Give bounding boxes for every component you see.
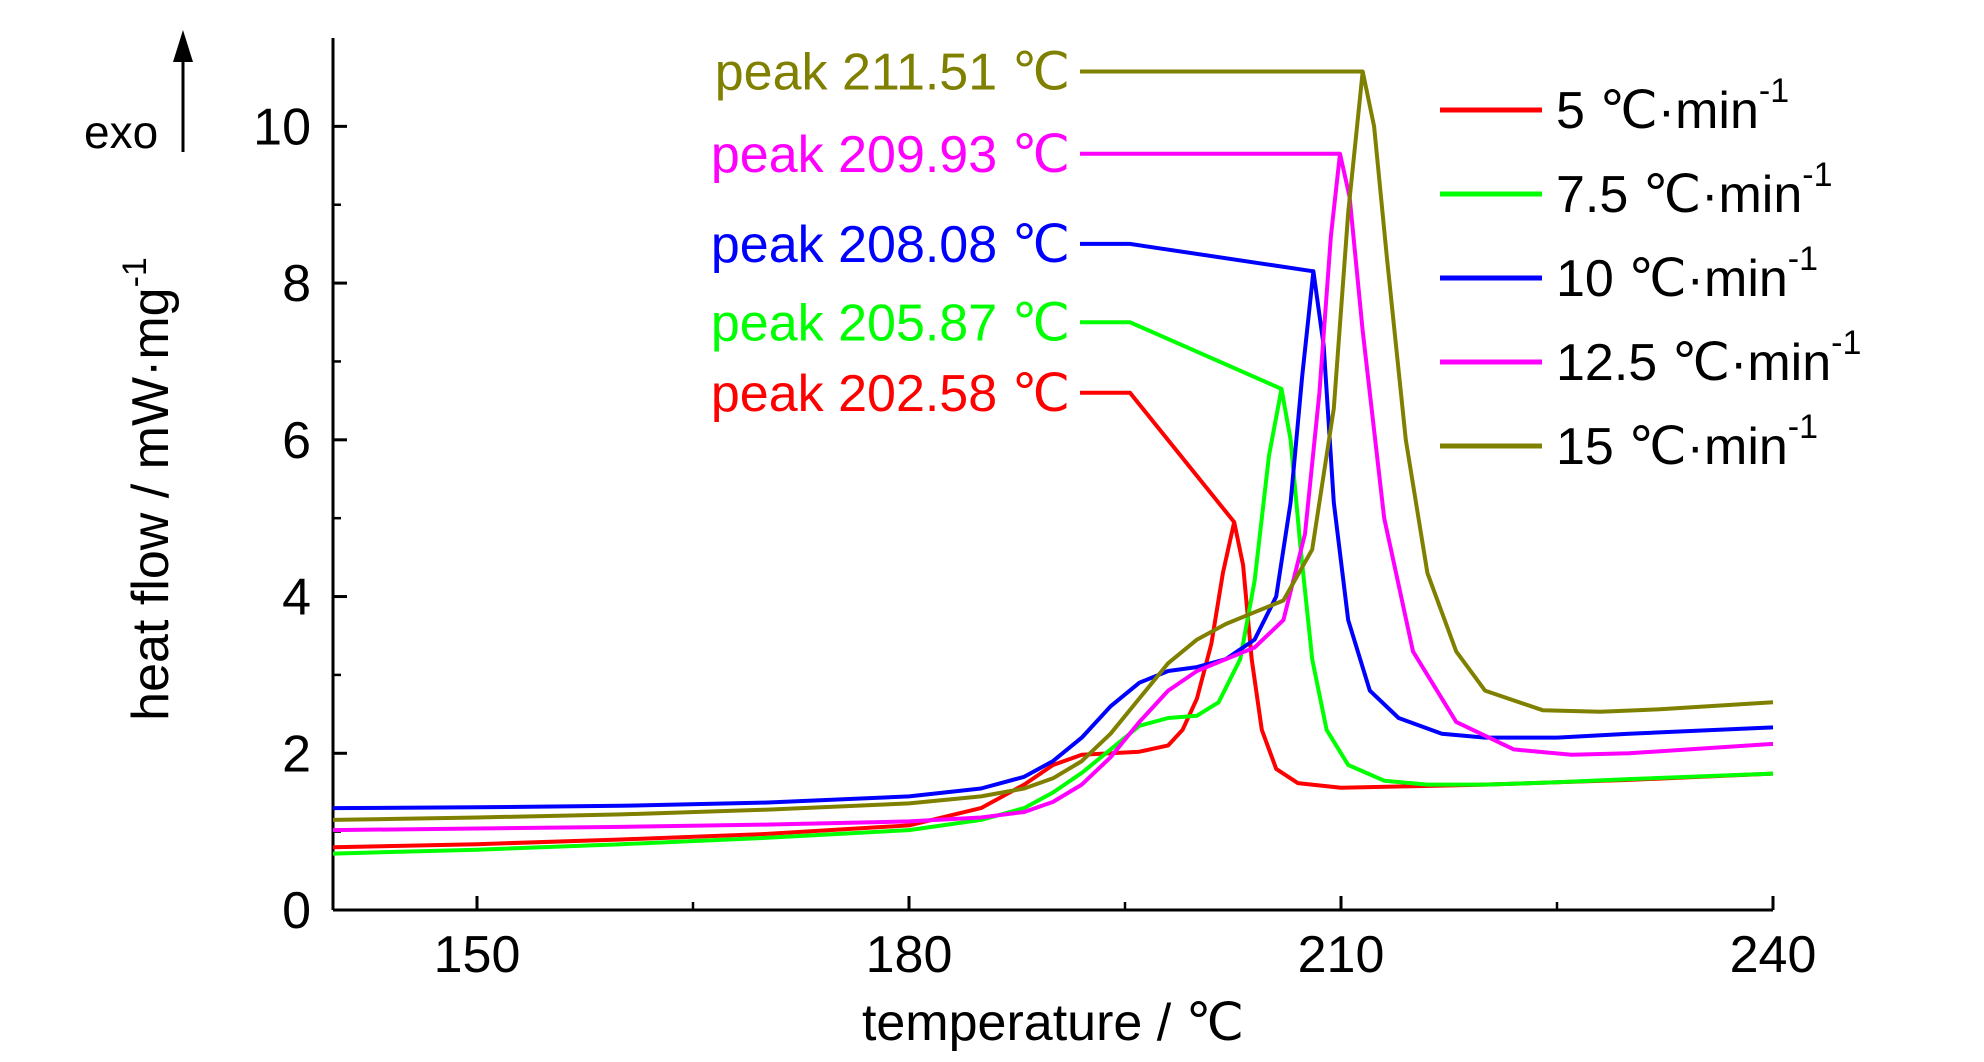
legend-label-main: 12.5 ℃·min bbox=[1556, 334, 1831, 392]
peak-leader-line bbox=[1080, 390, 1236, 524]
legend-label-sup: -1 bbox=[1788, 408, 1818, 446]
y-tick-label: 10 bbox=[253, 98, 311, 156]
y-tick-label: 4 bbox=[282, 569, 311, 627]
y-tick-label: 2 bbox=[282, 725, 311, 783]
peak-label: peak 209.93 ℃ bbox=[711, 126, 1070, 184]
series-line bbox=[332, 520, 1774, 850]
series-line bbox=[332, 386, 1774, 856]
legend-label: 5 ℃·min-1 bbox=[1556, 72, 1789, 140]
x-tick-label: 180 bbox=[866, 926, 953, 984]
peak-label: peak 208.08 ℃ bbox=[711, 216, 1070, 274]
exo-arrow-head bbox=[173, 30, 193, 62]
y-axis-title-text: heat flow / mW·mg-1 bbox=[116, 257, 180, 721]
y-tick-label: 8 bbox=[282, 255, 311, 313]
x-axis-title: temperature / ℃ bbox=[862, 994, 1244, 1052]
legend-label-sup: -1 bbox=[1759, 72, 1789, 110]
y-axis-title-sup: -1 bbox=[116, 257, 154, 287]
y-tick-label: 6 bbox=[282, 412, 311, 470]
y-tick-label: 0 bbox=[282, 882, 311, 940]
series-line bbox=[332, 151, 1774, 833]
legend-label-main: 10 ℃·min bbox=[1556, 250, 1788, 308]
peak-leader-line bbox=[1080, 241, 1314, 274]
peak-label: peak 211.51 ℃ bbox=[715, 44, 1070, 102]
legend-label: 10 ℃·min-1 bbox=[1556, 240, 1818, 308]
x-tick-label: 240 bbox=[1730, 926, 1817, 984]
exo-indicator: exo bbox=[84, 30, 193, 158]
peak-annotations: peak 202.58 ℃ peak 205.87 ℃ peak 208.08 ℃ p… bbox=[711, 44, 1363, 524]
x-axis: 150 180 210 240 bbox=[333, 896, 1816, 984]
y-axis: 0 2 4 6 8 10 bbox=[253, 38, 347, 940]
peak-label: peak 205.87 ℃ bbox=[711, 294, 1070, 352]
exo-label: exo bbox=[84, 106, 158, 158]
legend-label: 7.5 ℃·min-1 bbox=[1556, 156, 1832, 224]
legend-label: 12.5 ℃·min-1 bbox=[1556, 324, 1861, 392]
legend-label-sup: -1 bbox=[1802, 156, 1832, 194]
peak-label: peak 202.58 ℃ bbox=[711, 365, 1070, 423]
legend-label-main: 15 ℃·min bbox=[1556, 418, 1788, 476]
series-layer bbox=[332, 69, 1774, 856]
series-line bbox=[332, 69, 1774, 822]
y-axis-title-main: heat flow / mW·mg bbox=[122, 287, 180, 720]
x-tick-label: 150 bbox=[434, 926, 521, 984]
x-tick-label: 210 bbox=[1298, 926, 1385, 984]
legend-label-sup: -1 bbox=[1788, 240, 1818, 278]
series-line bbox=[332, 269, 1774, 811]
legend: 5 ℃·min-17.5 ℃·min-110 ℃·min-112.5 ℃·min… bbox=[1440, 72, 1861, 476]
legend-label-sup: -1 bbox=[1831, 324, 1861, 362]
peak-leader-line bbox=[1080, 320, 1283, 391]
legend-label-main: 5 ℃·min bbox=[1556, 82, 1759, 140]
legend-label: 15 ℃·min-1 bbox=[1556, 408, 1818, 476]
y-axis-title: heat flow / mW·mg-1 bbox=[116, 257, 180, 721]
legend-label-main: 7.5 ℃·min bbox=[1556, 166, 1802, 224]
